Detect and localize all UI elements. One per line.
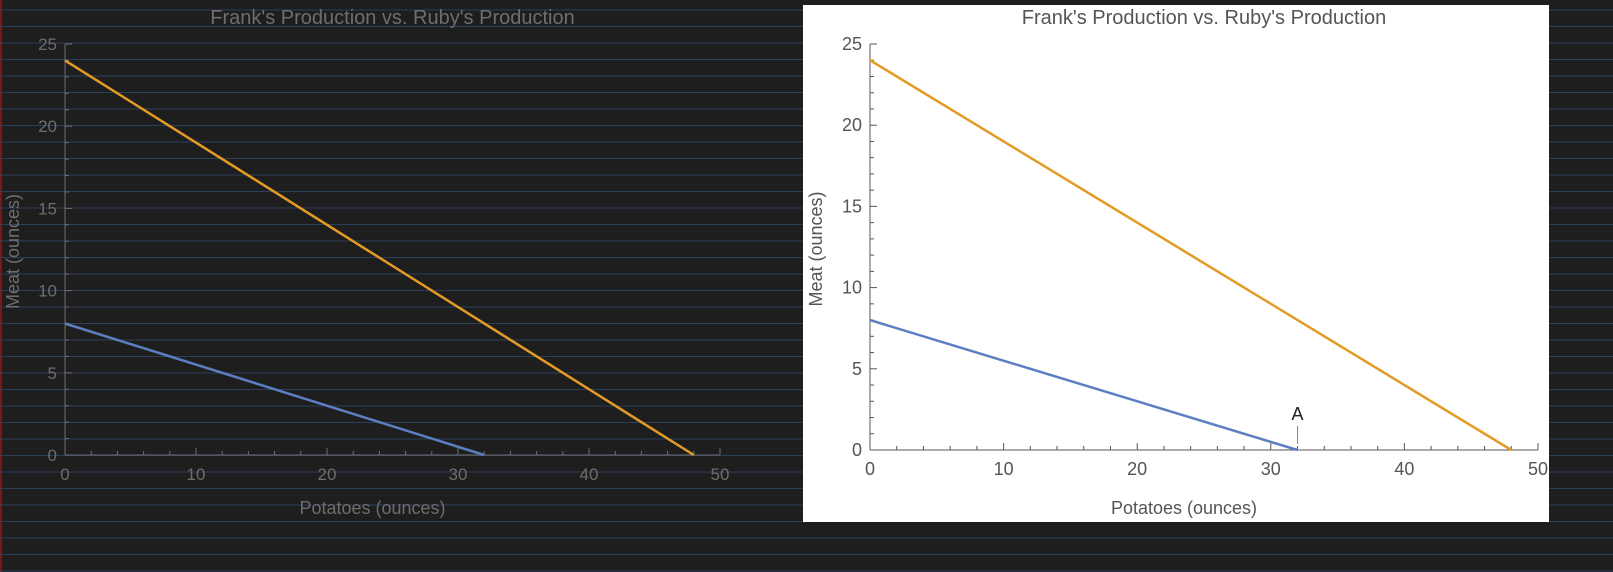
series-line-2 (869, 318, 1298, 452)
y-tick-label: 10 (842, 278, 862, 298)
chart-panel (803, 5, 1549, 522)
annotation-label: A (1292, 404, 1304, 424)
y-tick-label: 25 (38, 35, 57, 54)
y-tick-label: 10 (38, 282, 57, 301)
y-tick-label: 20 (842, 115, 862, 135)
y-tick-label: 25 (842, 34, 862, 54)
x-tick-label: 30 (449, 465, 468, 484)
x-tick-label: 30 (1261, 459, 1281, 479)
x-tick-label: 40 (580, 465, 599, 484)
y-axis-label: Meat (ounces) (806, 191, 826, 306)
series-line-1 (869, 59, 1512, 452)
x-axis-label: Potatoes (ounces) (299, 498, 445, 518)
series-line-1 (64, 59, 695, 457)
series-line-2 (64, 322, 485, 457)
window-edge (0, 0, 2, 572)
y-tick-label: 5 (852, 359, 862, 379)
y-tick-label: 0 (852, 440, 862, 460)
y-tick-label: 15 (842, 196, 862, 216)
chart-title: Frank's Production vs. Ruby's Production (210, 7, 574, 29)
x-tick-label: 50 (1528, 459, 1548, 479)
x-tick-label: 20 (1127, 459, 1147, 479)
x-tick-label: 0 (60, 465, 69, 484)
y-axis-label: Meat (ounces) (3, 194, 23, 309)
x-tick-label: 0 (865, 459, 875, 479)
x-tick-label: 20 (318, 465, 337, 484)
x-tick-label: 40 (1394, 459, 1414, 479)
x-axis-label: Potatoes (ounces) (1111, 498, 1257, 518)
y-tick-label: 0 (48, 446, 57, 465)
y-tick-label: 15 (38, 199, 57, 218)
chart-title: Frank's Production vs. Ruby's Production (1022, 7, 1386, 29)
y-tick-label: 20 (38, 117, 57, 136)
x-tick-label: 10 (187, 465, 206, 484)
y-tick-label: 5 (48, 364, 57, 383)
x-tick-label: 50 (711, 465, 730, 484)
chart-2: Frank's Production vs. Ruby's Production… (803, 5, 1549, 522)
chart-1: Frank's Production vs. Ruby's Production… (3, 7, 729, 518)
x-tick-label: 10 (994, 459, 1014, 479)
